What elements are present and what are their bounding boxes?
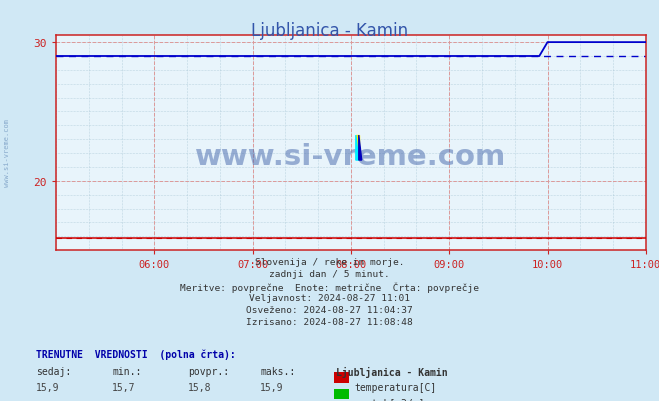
Text: zadnji dan / 5 minut.: zadnji dan / 5 minut. xyxy=(269,269,390,278)
Text: www.si-vreme.com: www.si-vreme.com xyxy=(195,142,507,170)
Text: -nan: -nan xyxy=(188,398,212,401)
Text: 15,9: 15,9 xyxy=(260,382,284,392)
Text: 15,8: 15,8 xyxy=(188,382,212,392)
Text: Izrisano: 2024-08-27 11:08:48: Izrisano: 2024-08-27 11:08:48 xyxy=(246,318,413,326)
Text: -nan: -nan xyxy=(112,398,136,401)
Polygon shape xyxy=(356,136,358,161)
Text: Ljubljanica - Kamin: Ljubljanica - Kamin xyxy=(251,22,408,40)
Polygon shape xyxy=(356,136,358,161)
Text: Osveženo: 2024-08-27 11:04:37: Osveženo: 2024-08-27 11:04:37 xyxy=(246,306,413,314)
Text: 15,7: 15,7 xyxy=(112,382,136,392)
Text: www.si-vreme.com: www.si-vreme.com xyxy=(3,118,10,186)
Text: povpr.:: povpr.: xyxy=(188,366,229,376)
Text: 15,9: 15,9 xyxy=(36,382,60,392)
Text: -nan: -nan xyxy=(260,398,284,401)
Text: Ljubljanica - Kamin: Ljubljanica - Kamin xyxy=(336,366,447,377)
Text: -nan: -nan xyxy=(36,398,60,401)
Polygon shape xyxy=(358,136,362,161)
Text: pretok[m3/s]: pretok[m3/s] xyxy=(355,398,425,401)
Text: Veljavnost: 2024-08-27 11:01: Veljavnost: 2024-08-27 11:01 xyxy=(249,294,410,302)
Text: Slovenija / reke in morje.: Slovenija / reke in morje. xyxy=(255,257,404,266)
Text: TRENUTNE  VREDNOSTI  (polna črta):: TRENUTNE VREDNOSTI (polna črta): xyxy=(36,349,236,359)
Text: sedaj:: sedaj: xyxy=(36,366,71,376)
Text: Meritve: povprečne  Enote: metrične  Črta: povprečje: Meritve: povprečne Enote: metrične Črta:… xyxy=(180,282,479,292)
Text: maks.:: maks.: xyxy=(260,366,295,376)
Text: min.:: min.: xyxy=(112,366,142,376)
Text: temperatura[C]: temperatura[C] xyxy=(355,382,437,392)
